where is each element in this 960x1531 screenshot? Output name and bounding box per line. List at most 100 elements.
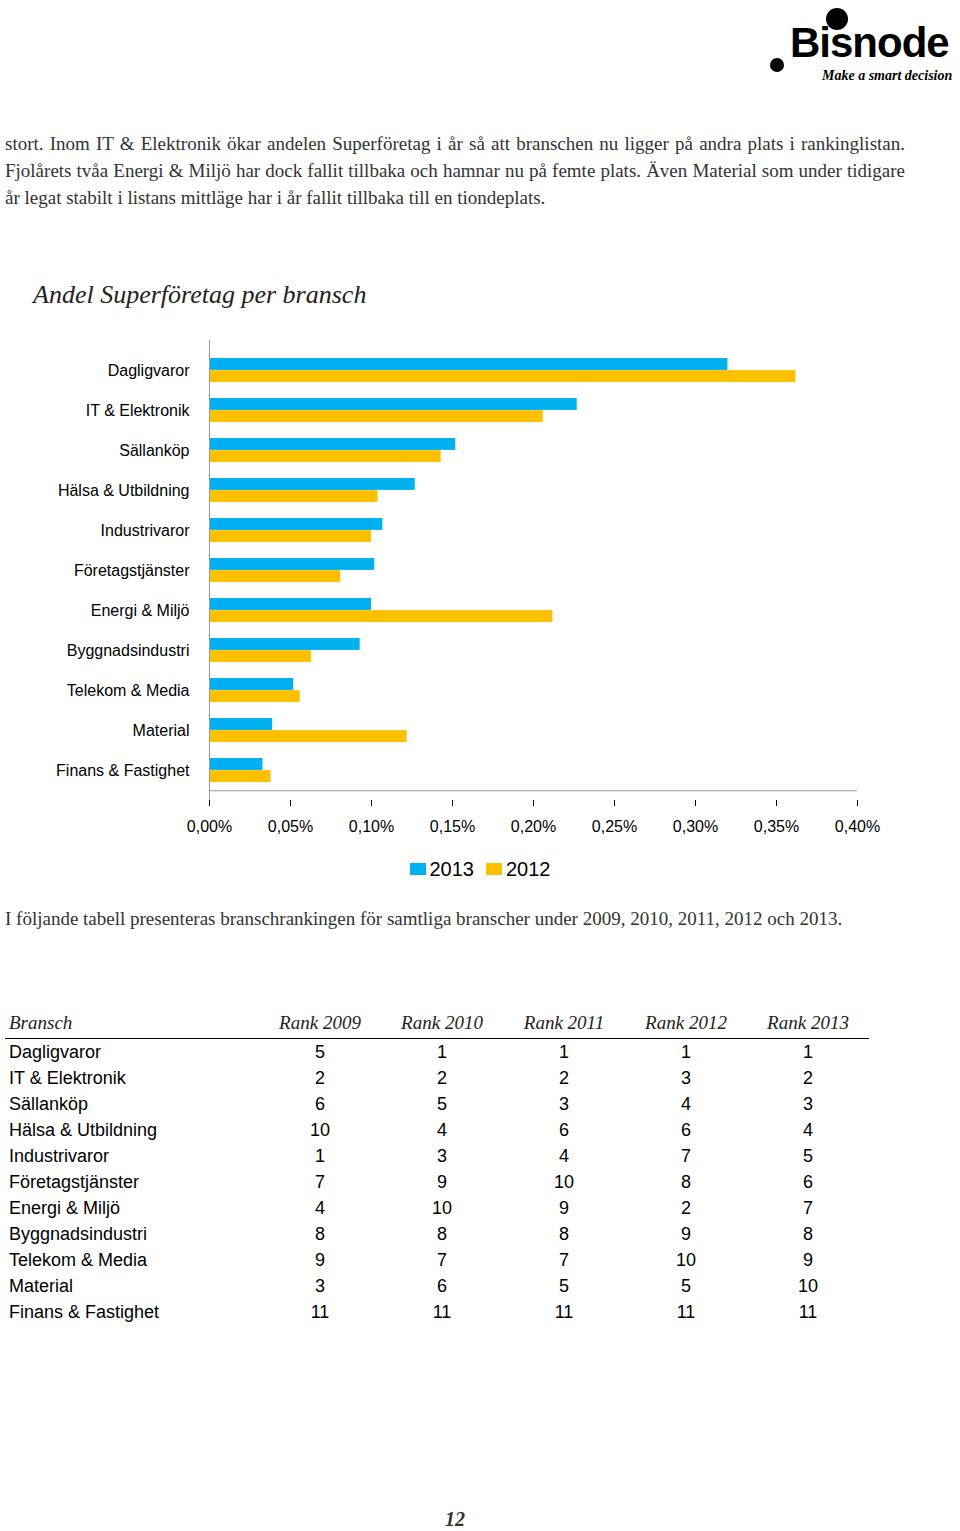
svg-text:0,15%: 0,15% (430, 818, 475, 835)
html-text:9: 9 (315, 1249, 325, 1270)
svg-text:0,05%: 0,05% (268, 818, 313, 835)
html-text:Dagligvaror: Dagligvaror (9, 1041, 101, 1062)
svg-text:Finans & Fastighet: Finans & Fastighet (56, 762, 190, 779)
html-text:6: 6 (803, 1171, 813, 1192)
html-text:3: 3 (681, 1067, 691, 1088)
svg-text:0,30%: 0,30% (673, 818, 718, 835)
html-text:4: 4 (803, 1119, 813, 1140)
svg-text:Material: Material (133, 722, 190, 739)
svg-text:Hälsa & Utbildning: Hälsa & Utbildning (58, 482, 190, 499)
html-text:2: 2 (315, 1067, 325, 1088)
html-text:Rank 2013: Rank 2013 (767, 1012, 849, 1033)
html-text:Finans & Fastighet: Finans & Fastighet (9, 1301, 160, 1322)
html-text:8: 8 (437, 1223, 447, 1244)
html-text:7: 7 (315, 1171, 325, 1192)
svg-text:IT & Elektronik: IT & Elektronik (86, 402, 191, 419)
html-text:6: 6 (315, 1093, 325, 1114)
svg-text:Telekom & Media: Telekom & Media (67, 682, 190, 699)
html-text:1: 1 (803, 1041, 813, 1062)
svg-text:0,20%: 0,20% (511, 818, 556, 835)
svg-text:0,35%: 0,35% (754, 818, 799, 835)
html-text:5: 5 (315, 1041, 325, 1062)
svg-text:0,00%: 0,00% (187, 818, 232, 835)
html-text:11: 11 (676, 1301, 696, 1322)
html-text:Byggnadsindustri: Byggnadsindustri (9, 1223, 148, 1244)
html-text:Företagstjänster: Företagstjänster (9, 1171, 140, 1192)
html-text:Material: Material (9, 1275, 73, 1296)
html-text:8: 8 (681, 1171, 691, 1192)
html-text:8: 8 (803, 1223, 813, 1244)
html-text:Andel Superföretag per bransch: Andel Superföretag per bransch (33, 280, 367, 309)
html-text:2: 2 (681, 1197, 691, 1218)
html-text:11: 11 (432, 1301, 452, 1322)
html-text:I följande tabell presenteras: I följande tabell presenteras branschran… (5, 908, 843, 929)
svg-text:0,10%: 0,10% (349, 818, 394, 835)
html-text:7: 7 (559, 1249, 569, 1270)
html-text:Hälsa & Utbildning: Hälsa & Utbildning (9, 1119, 158, 1140)
html-text:9: 9 (559, 1197, 569, 1218)
html-text:Bransch: Bransch (9, 1012, 73, 1033)
html-text:10: 10 (310, 1119, 330, 1140)
html-text:Rank 2010: Rank 2010 (401, 1012, 483, 1033)
html-text:Bisnode: Bisnode (790, 19, 949, 66)
svg-text:Sällanköp: Sällanköp (119, 442, 189, 459)
html-text:10: 10 (432, 1197, 452, 1218)
html-text:9: 9 (437, 1171, 447, 1192)
html-text:7: 7 (803, 1197, 813, 1218)
html-text:2: 2 (437, 1067, 447, 1088)
html-text:6: 6 (559, 1119, 569, 1140)
html-text:11: 11 (554, 1301, 574, 1322)
html-text:12: 12 (445, 1508, 465, 1530)
html-text:11: 11 (798, 1301, 818, 1322)
html-text:4: 4 (559, 1145, 569, 1166)
html-text:2: 2 (559, 1067, 569, 1088)
html-text:5: 5 (681, 1275, 691, 1296)
svg-text:0,25%: 0,25% (592, 818, 637, 835)
html-text:5: 5 (559, 1275, 569, 1296)
html-text:2: 2 (803, 1067, 813, 1088)
html-text:3: 3 (803, 1093, 813, 1114)
html-text:8: 8 (315, 1223, 325, 1244)
html-text:3: 3 (437, 1145, 447, 1166)
html-text:Rank 2009: Rank 2009 (279, 1012, 361, 1033)
svg-text:0,40%: 0,40% (835, 818, 880, 835)
html-text:7: 7 (437, 1249, 447, 1270)
html-text:9: 9 (681, 1223, 691, 1244)
html-text:8: 8 (559, 1223, 569, 1244)
svg-text:Industrivaror: Industrivaror (101, 522, 191, 539)
svg-text:Företagstjänster: Företagstjänster (74, 562, 190, 579)
svg-text:Dagligvaror: Dagligvaror (108, 362, 190, 379)
html-text:1: 1 (437, 1041, 447, 1062)
html-text:Energi & Miljö: Energi & Miljö (9, 1197, 120, 1218)
svg-text:Byggnadsindustri: Byggnadsindustri (67, 642, 190, 659)
html-text:11: 11 (310, 1301, 330, 1322)
html-text:6: 6 (681, 1119, 691, 1140)
html-text:Industrivaror: Industrivaror (9, 1145, 109, 1166)
html-text:10: 10 (554, 1171, 574, 1192)
html-text:4: 4 (315, 1197, 325, 1218)
html-text:2013: 2013 (429, 858, 474, 880)
html-text:Rank 2012: Rank 2012 (645, 1012, 727, 1033)
svg-text:Energi & Miljö: Energi & Miljö (91, 602, 190, 619)
html-text:5: 5 (437, 1093, 447, 1114)
html-text:Rank 2011: Rank 2011 (523, 1012, 605, 1033)
html-text:2012: 2012 (506, 858, 551, 880)
html-text:3: 3 (315, 1275, 325, 1296)
html-text:Make a smart decision: Make a smart decision (822, 68, 953, 83)
html-text:1: 1 (559, 1041, 569, 1062)
html-text:1: 1 (315, 1145, 325, 1166)
html-text:5: 5 (803, 1145, 813, 1166)
html-text:9: 9 (803, 1249, 813, 1270)
html-text:6: 6 (437, 1275, 447, 1296)
html-text:1: 1 (681, 1041, 691, 1062)
html-text:10: 10 (676, 1249, 696, 1270)
html-text:7: 7 (681, 1145, 691, 1166)
html-text:4: 4 (437, 1119, 447, 1140)
html-text:4: 4 (681, 1093, 691, 1114)
html-text:Sällanköp: Sällanköp (9, 1093, 89, 1114)
html-text:Telekom & Media: Telekom & Media (9, 1249, 148, 1270)
html-text:IT & Elektronik: IT & Elektronik (9, 1067, 126, 1088)
html-text:stort. Inom IT & Elektronik ök: stort. Inom IT & Elektronik ökar andelen… (5, 133, 905, 208)
html-text:10: 10 (798, 1275, 818, 1296)
html-text:3: 3 (559, 1093, 569, 1114)
